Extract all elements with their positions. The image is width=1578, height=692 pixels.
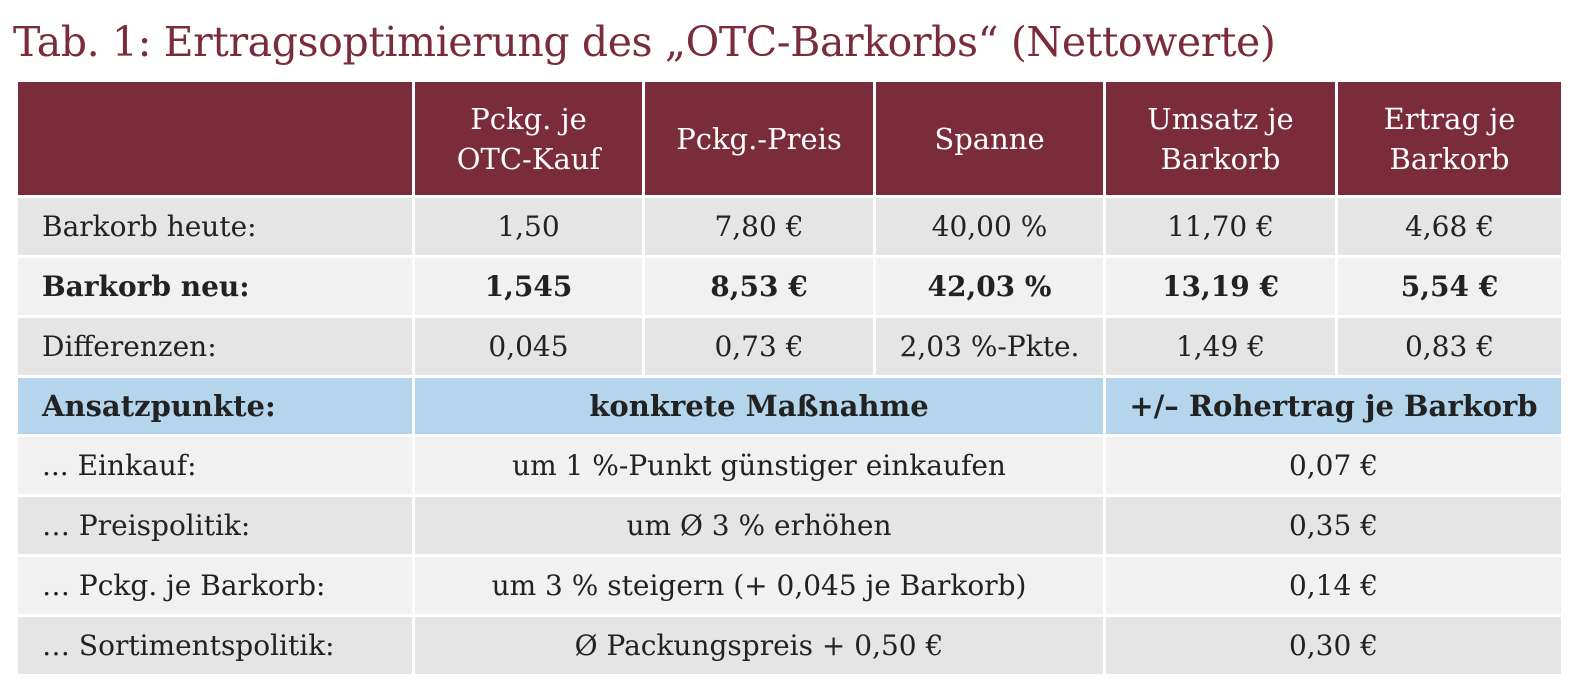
cell-pckg: 0,045 (412, 315, 645, 378)
header-spanne: Spanne (873, 79, 1106, 198)
measure-value: 0,07 € (1103, 434, 1564, 497)
measure-text: um 3 % steigern (+ 0,045 je Barkorb) (412, 554, 1106, 617)
cell-umsatz: 1,49 € (1103, 315, 1338, 378)
row-label: Barkorb neu: (15, 255, 415, 318)
cell-pckg: 1,50 (412, 195, 645, 258)
header-ertrag-je-barkorb: Ertrag je Barkorb (1335, 79, 1564, 198)
cell-ertrag: 0,83 € (1335, 315, 1564, 378)
measure-value: 0,14 € (1103, 554, 1564, 617)
measure-row: … Pckg. je Barkorb: um 3 % steigern (+ 0… (15, 554, 1564, 617)
section-result-heading: +/– Rohertrag je Barkorb (1103, 375, 1564, 437)
table-title: Tab. 1: Ertragsoptimierung des „OTC-Bark… (13, 18, 1276, 66)
cell-ertrag: 4,68 € (1335, 195, 1564, 258)
cell-preis: 7,80 € (642, 195, 876, 258)
section-label: Ansatzpunkte: (15, 375, 415, 437)
measure-text: Ø Packungspreis + 0,50 € (412, 614, 1106, 677)
measure-row: ... Einkauf: um 1 %-Punkt günstiger eink… (15, 434, 1564, 497)
table-row: Barkorb neu: 1,545 8,53 € 42,03 % 13,19 … (15, 255, 1564, 318)
measure-value: 0,35 € (1103, 494, 1564, 557)
cell-ertrag: 5,54 € (1335, 255, 1564, 318)
cell-spanne: 40,00 % (873, 195, 1106, 258)
header-row: Pckg. je OTC-Kauf Pckg.-Preis Spanne Umsa… (15, 79, 1564, 198)
measure-value: 0,30 € (1103, 614, 1564, 677)
measure-text: um Ø 3 % erhöhen (412, 494, 1106, 557)
cell-preis: 8,53 € (642, 255, 876, 318)
section-header-row: Ansatzpunkte: konkrete Maßnahme +/– Rohe… (15, 375, 1564, 437)
row-label: Barkorb heute: (15, 195, 415, 258)
measure-label: … Pckg. je Barkorb: (15, 554, 415, 617)
measure-text: um 1 %-Punkt günstiger einkaufen (412, 434, 1106, 497)
cell-spanne: 42,03 % (873, 255, 1106, 318)
measure-row: … Sortimentspolitik: Ø Packungspreis + 0… (15, 614, 1564, 677)
header-pckg-je-otc-kauf: Pckg. je OTC-Kauf (412, 79, 645, 198)
measure-label: … Preispolitik: (15, 494, 415, 557)
header-pckg-preis: Pckg.-Preis (642, 79, 876, 198)
table-row: Differenzen: 0,045 0,73 € 2,03 %-Pkte. 1… (15, 315, 1564, 378)
row-label: Differenzen: (15, 315, 415, 378)
measure-label: … Sortimentspolitik: (15, 614, 415, 677)
measure-label: ... Einkauf: (15, 434, 415, 497)
cell-umsatz: 13,19 € (1103, 255, 1338, 318)
cell-spanne: 2,03 %-Pkte. (873, 315, 1106, 378)
cell-umsatz: 11,70 € (1103, 195, 1338, 258)
cell-preis: 0,73 € (642, 315, 876, 378)
header-umsatz-je-barkorb: Umsatz je Barkorb (1103, 79, 1338, 198)
table-row: Barkorb heute: 1,50 7,80 € 40,00 % 11,70… (15, 195, 1564, 258)
cell-pckg: 1,545 (412, 255, 645, 318)
yield-table: Pckg. je OTC-Kauf Pckg.-Preis Spanne Umsa… (15, 79, 1564, 677)
measure-row: … Preispolitik: um Ø 3 % erhöhen 0,35 € (15, 494, 1564, 557)
header-empty-cell (15, 79, 415, 198)
section-measure-heading: konkrete Maßnahme (412, 375, 1106, 437)
